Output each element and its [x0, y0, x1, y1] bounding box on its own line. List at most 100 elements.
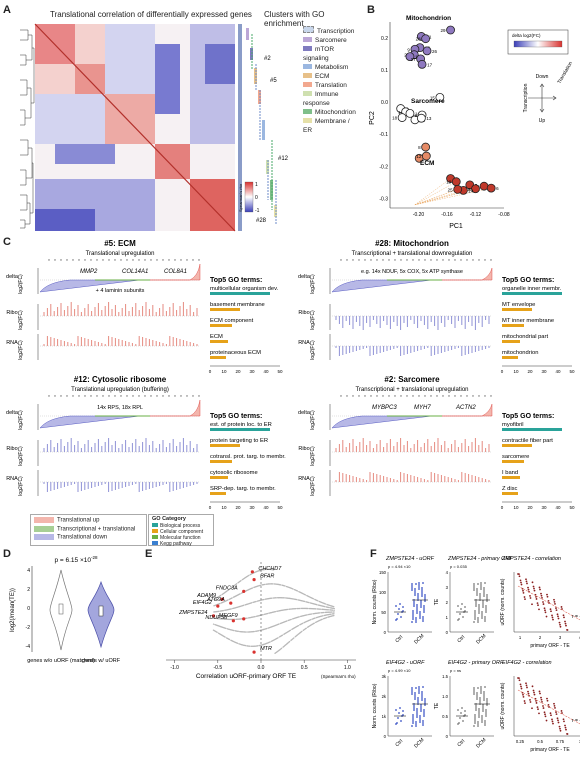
f-dcm-point [422, 686, 424, 688]
f-dcm-point [413, 705, 415, 707]
pca-point [453, 184, 463, 194]
f-corr-point [553, 600, 556, 603]
f-corr-point [523, 596, 526, 598]
go-term: sarcomere [502, 454, 529, 460]
significance-star: * [54, 395, 56, 401]
e-gene-point [240, 605, 242, 607]
panel-label-e: E [145, 548, 153, 560]
e-gene-point [320, 612, 322, 614]
e-gene-point [274, 638, 276, 641]
significance-star: * [168, 395, 170, 401]
e-xtick: -1.0 [170, 665, 179, 671]
go-term: cotransl. prot. targ. to membr. [210, 454, 286, 460]
f-corr-point [553, 704, 556, 707]
legend-item: Metabolism [303, 63, 360, 72]
go-term-bar [210, 292, 270, 295]
e-gene-point [283, 621, 285, 623]
e-gene-point [296, 607, 298, 610]
e-gene-point [293, 588, 296, 591]
f-dcm-point [421, 587, 423, 589]
e-gene-point [323, 614, 326, 617]
go-xtick: 50 [277, 369, 283, 374]
f-corr-point [540, 594, 543, 597]
significance-star: * [376, 259, 378, 265]
significance-star: * [198, 259, 200, 265]
e-gene-point [267, 627, 269, 629]
e-gene-point [215, 617, 217, 620]
f-dcm-point [478, 712, 480, 714]
go-term: Z disc [502, 486, 518, 492]
e-gene-point [224, 609, 226, 612]
e-gene-point [321, 605, 323, 607]
e-gene-point [277, 649, 280, 652]
f-ctrl-point [397, 717, 399, 719]
significance-star: * [352, 259, 354, 265]
f-dcm-point [424, 700, 426, 702]
box-without-uorf [58, 603, 64, 615]
panel-a: Translational correlation of differentia… [20, 8, 360, 233]
c-row-label-unit: log2(FC) [18, 340, 24, 360]
pca-xlabel: PC1 [449, 223, 463, 230]
e-gene-point [287, 619, 290, 622]
significance-star: * [144, 259, 146, 265]
f-dcm-point [416, 604, 418, 606]
f-dcm-point [481, 617, 483, 619]
e-highlight-point [229, 601, 233, 605]
e-gene-point [324, 608, 327, 611]
e-gene-point [275, 624, 277, 626]
f-dcm-point [480, 582, 482, 584]
e-gene-point [310, 624, 313, 626]
f-dcm-point [412, 722, 414, 724]
e-gene-point [220, 602, 222, 604]
f-dcm-point [413, 603, 415, 605]
f-dcm-point [477, 619, 479, 621]
f-dcm-point [478, 714, 480, 716]
f-dcm-point [419, 719, 421, 721]
significance-star: * [48, 395, 50, 401]
e-gene-point [213, 605, 215, 607]
e-gene-point [258, 644, 260, 647]
e-gene-point [225, 637, 228, 639]
d-ylabel: log2(/mean(TE)) [10, 588, 16, 632]
e-gene-point [307, 613, 310, 616]
pca-point-label: 6 [496, 186, 499, 191]
f-dcm-point [424, 598, 426, 600]
go-term: organelle inner membr. [502, 286, 562, 292]
significance-star: * [180, 395, 182, 401]
f-corr-point [519, 579, 522, 582]
f-dcm-point [482, 706, 484, 708]
significance-star: * [406, 395, 408, 401]
c-subpanel: #28: Mitochondrion Transcriptional + tran… [298, 239, 575, 374]
heatmap-svg: #2 #5 #12 #28 1 0 -1 Spearman's rho [20, 23, 289, 232]
pca-point [421, 142, 431, 152]
f-dcm-point [413, 709, 415, 711]
go-header: Top5 GO terms: [502, 413, 554, 420]
pca-point-label: 12 [416, 154, 422, 159]
e-gene-point [315, 616, 318, 619]
significance-star: * [90, 259, 92, 265]
heatmap-matrix [34, 23, 236, 232]
c-row-label: RNA [298, 340, 310, 346]
f-dcm-point [417, 593, 419, 595]
f-dcm-point [481, 721, 483, 723]
f-dcm-point [417, 701, 419, 703]
f-dcm-point [411, 587, 413, 589]
f-dcm-point [483, 695, 485, 697]
f-dcm-point [485, 611, 487, 613]
f-corr-point [559, 729, 562, 732]
f-corr-point [525, 578, 527, 581]
e-gene-label: CHCHD7 [258, 566, 282, 572]
f-corr-point [556, 613, 559, 616]
f-padj: p = 4.94 ×10 [388, 564, 411, 569]
f-dcm-point [419, 715, 421, 717]
significance-star: * [138, 259, 140, 265]
go-term-bar [502, 492, 518, 495]
e-gene-point [280, 597, 283, 599]
f-dcm-point [480, 686, 482, 688]
f-ctrl-point [396, 722, 398, 724]
pca-point [451, 177, 461, 187]
f-corr-point [555, 607, 557, 609]
e-gene-point [219, 610, 222, 612]
f-ylabel-uorf: uORF (norm. counts) [500, 682, 506, 729]
e-gene-point [312, 608, 314, 610]
